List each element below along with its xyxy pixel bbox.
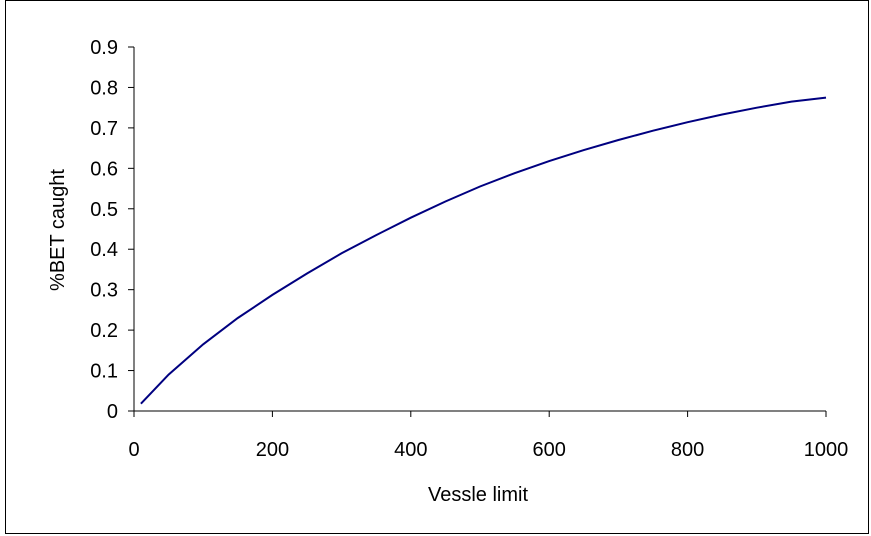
plot-area: 0 0.1 0.2 0.3 0.4 0.5 0.6 0.7 0.8 0.9 0 200 400 600 8… — [90, 37, 848, 461]
x-axis-title: Vessle limit — [428, 484, 528, 506]
y-tick-label: 0.8 — [90, 77, 118, 99]
chart-frame — [5, 0, 869, 534]
x-tick-label: 200 — [256, 439, 289, 461]
x-tick-label: 800 — [671, 439, 704, 461]
x-axis-ticks: 0 200 400 600 800 1000 — [128, 411, 848, 461]
y-tick-label: 0.5 — [90, 199, 118, 221]
y-axis-title: %BET caught — [47, 169, 69, 291]
y-tick-label: 0.7 — [90, 118, 118, 140]
x-tick-label: 600 — [533, 439, 566, 461]
y-tick-label: 0.6 — [90, 158, 118, 180]
x-tick-label: 0 — [128, 439, 139, 461]
y-tick-label: 0.4 — [90, 239, 118, 261]
x-tick-label: 400 — [394, 439, 427, 461]
y-tick-label: 0.9 — [90, 37, 118, 59]
y-tick-label: 0 — [107, 401, 118, 423]
y-tick-label: 0.3 — [90, 280, 118, 302]
x-tick-label: 1000 — [804, 439, 849, 461]
y-tick-label: 0.1 — [90, 361, 118, 383]
y-tick-label: 0.2 — [90, 320, 118, 342]
y-axis-ticks: 0 0.1 0.2 0.3 0.4 0.5 0.6 0.7 0.8 0.9 — [90, 37, 134, 423]
series-line — [140, 96, 827, 405]
